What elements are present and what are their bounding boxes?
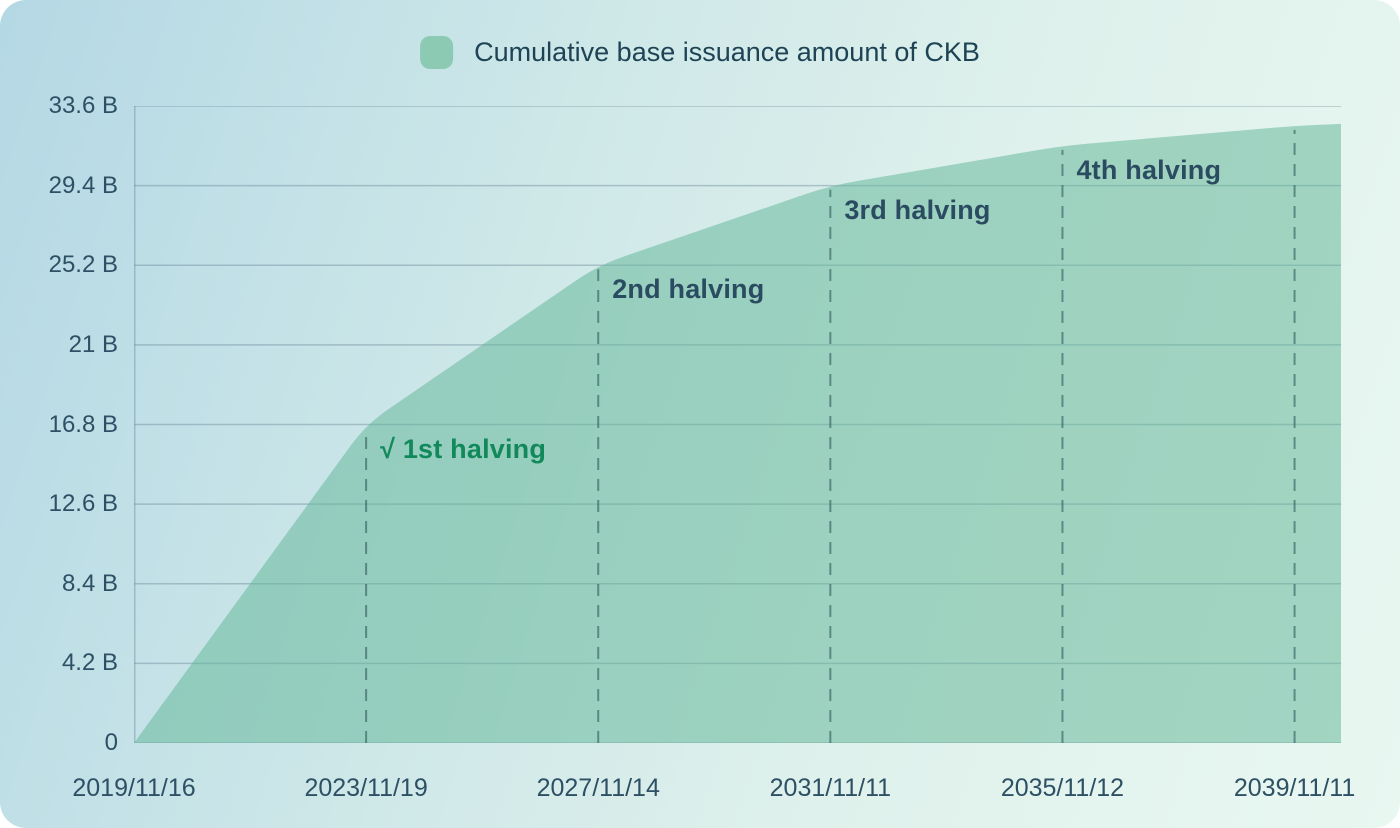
y-tick-label: 33.6 B <box>48 92 118 119</box>
halving-annotation: √ 1st halving <box>380 433 547 464</box>
legend-swatch-icon <box>420 36 454 69</box>
x-tick-label: 2031/11/11 <box>769 774 892 802</box>
x-tick-label: 2019/11/16 <box>72 774 196 802</box>
x-axis-labels: 2019/11/16 2023/11/19 2027/11/14 2031/11/11… <box>72 774 1355 808</box>
y-tick-label: 12.6 B <box>48 490 118 518</box>
chart-legend[interactable]: Cumulative base issuance amount of CKB <box>420 36 980 69</box>
halving-annotation: 3rd halving <box>844 194 991 225</box>
halving-annotation: 4th halving <box>1076 154 1222 185</box>
plot-area[interactable]: √ 1st halving 2nd halving 3rd halving 4th h… <box>134 106 1341 743</box>
y-axis-labels: 0 4.2 B 8.4 B 12.6 B 16.8 B 21 B 25.2 B 29.4 B 3… <box>0 93 118 756</box>
y-tick-label: 29.4 B <box>48 171 118 199</box>
halving-annotation: 2nd halving <box>612 274 765 305</box>
area-series <box>134 123 1341 743</box>
y-tick-label: 16.8 B <box>48 410 118 438</box>
x-tick-label: 2035/11/12 <box>1000 774 1125 802</box>
x-tick-label: 2039/11/11 <box>1233 774 1356 802</box>
y-tick-label: 25.2 B <box>48 251 118 279</box>
x-tick-label: 2027/11/14 <box>536 774 660 802</box>
legend-label: Cumulative base issuance amount of CKB <box>474 37 980 67</box>
y-tick-label: 4.2 B <box>61 649 118 677</box>
y-tick-label: 21 B <box>68 330 118 358</box>
x-tick-label: 2023/11/19 <box>304 774 428 802</box>
area-chart-svg <box>134 106 1341 743</box>
y-tick-label: 0 <box>104 729 118 756</box>
y-tick-label: 8.4 B <box>61 569 118 597</box>
